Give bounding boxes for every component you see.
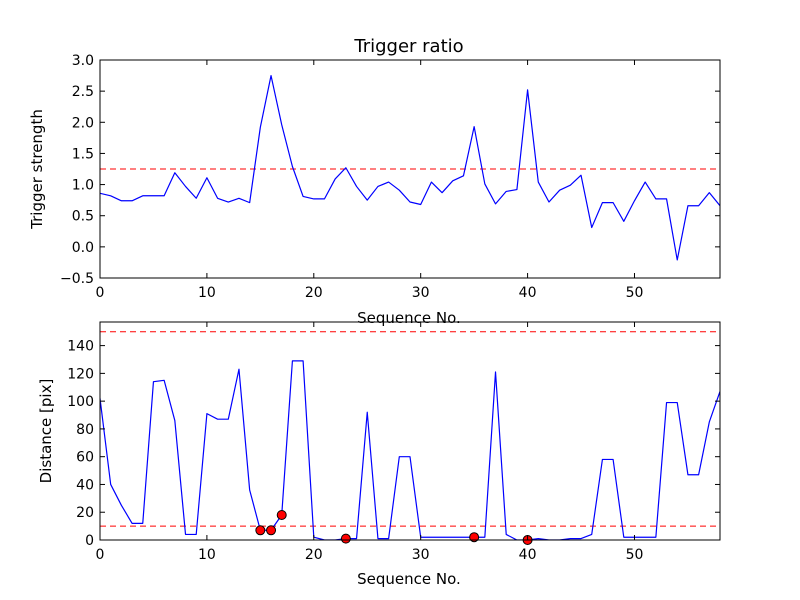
y-tick-label: 0 [85,533,94,549]
y-tick-label: 100 [67,394,94,410]
distance-plot-area: 0 10 20 30 40 50 0 20 40 60 80 100 120 140 [67,321,721,563]
highlight-marker [255,525,266,536]
distance-panel: 0 10 20 30 40 50 0 20 40 60 80 100 120 140 Sequence N… [37,321,721,588]
y-tick-label: 140 [67,339,94,355]
x-tick-label: 0 [96,547,105,563]
y-tick-label: 1.5 [72,146,94,162]
x-tick-label: 30 [412,547,430,563]
series-line-0 [100,360,720,540]
y-tick-label: 120 [67,366,94,382]
y-tick-label: 1.0 [72,178,94,194]
x-axis-title-top: Sequence No. [357,309,461,327]
x-tick-label: 50 [626,285,644,301]
y-tick-label: 20 [76,505,94,521]
x-tick-label: 30 [412,285,430,301]
x-tick-label: 50 [626,547,644,563]
y-axis-title-top: Trigger strength [28,109,46,230]
highlight-marker [340,533,351,544]
y-tick-label: 0.5 [72,209,94,225]
y-tick-label: 80 [76,422,94,438]
x-tick-label: 20 [305,547,323,563]
plot-content [100,74,720,261]
plot-frame [99,321,721,541]
y-tick-label: 3.0 [72,53,94,69]
highlight-marker [276,510,287,521]
plot-content [100,331,720,540]
y-tick-label: 40 [76,477,94,493]
y-tick-label: 2.5 [72,84,94,100]
highlight-marker [469,532,480,543]
y-tick-label: 0.0 [72,240,94,256]
x-tick-label: 10 [198,547,216,563]
x-tick-label: 40 [519,285,537,301]
chart-title: Trigger ratio [353,36,463,57]
x-tick-label: 20 [305,285,323,301]
x-tick-label: 0 [96,285,105,301]
x-tick-label: 40 [519,547,537,563]
y-tick-label: 60 [76,450,94,466]
y-tick-label: −0.5 [60,271,94,287]
plot-frame [99,59,721,279]
y-axis-title-bottom: Distance [pix] [37,379,55,484]
trigger-ratio-plot-area: 0 10 20 30 40 50 −0.5 0.0 0.5 1.0 1.5 2.0 2.5 3.0 [60,53,721,301]
y-tick-label: 2.0 [72,115,94,131]
x-tick-label: 10 [198,285,216,301]
highlight-marker [266,525,277,536]
series-line-0 [100,74,720,261]
x-axis-title-bottom: Sequence No. [357,570,461,588]
